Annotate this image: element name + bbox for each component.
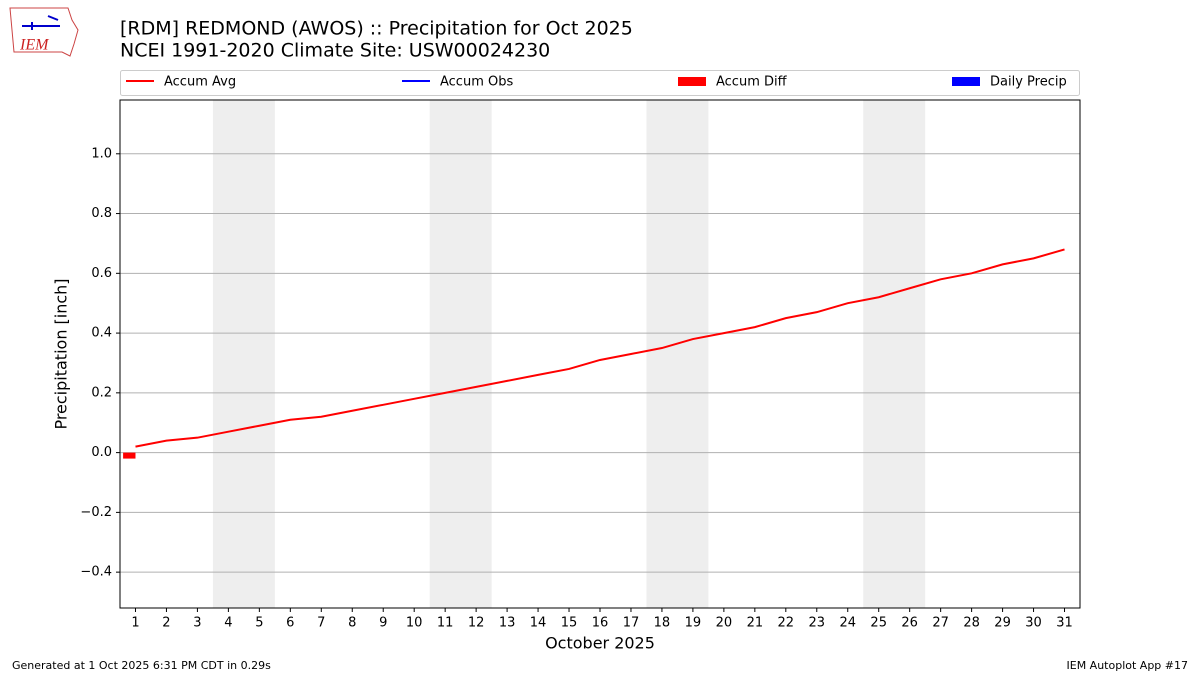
legend-swatch: [678, 77, 706, 86]
x-tick-label: 13: [499, 616, 516, 631]
footer-right: IEM Autoplot App #17: [1067, 659, 1189, 672]
x-axis-label: October 2025: [545, 634, 655, 653]
legend-swatch: [952, 77, 980, 86]
x-tick-label: 18: [654, 616, 671, 631]
x-tick-label: 19: [685, 616, 702, 631]
y-tick-label: −0.4: [80, 565, 112, 580]
y-tick-label: 1.0: [91, 146, 112, 161]
legend-label: Accum Avg: [164, 75, 236, 90]
chart-subtitle: NCEI 1991-2020 Climate Site: USW00024230: [120, 40, 550, 62]
x-tick-label: 4: [224, 616, 232, 631]
y-tick-label: 0.2: [91, 385, 112, 400]
legend: [120, 70, 1080, 96]
logo: IEM: [9, 7, 79, 57]
x-tick-label: 21: [747, 616, 764, 631]
accum-line: [135, 248, 1065, 448]
plot-frame: [119, 99, 1081, 609]
x-tick-label: 11: [437, 616, 454, 631]
x-tick-label: 10: [406, 616, 423, 631]
y-tick-label: 0.6: [91, 266, 112, 281]
x-tick-label: 16: [592, 616, 609, 631]
x-tick-label: 2: [162, 616, 170, 631]
logo-text: IEM: [19, 37, 50, 54]
x-tick-label: 9: [379, 616, 387, 631]
footer-left: Generated at 1 Oct 2025 6:31 PM CDT in 0…: [12, 659, 271, 672]
x-tick-label: 5: [255, 616, 263, 631]
x-tick-label: 20: [716, 616, 733, 631]
y-tick-label: 0.8: [91, 206, 112, 221]
x-tick-label: 30: [1025, 616, 1042, 631]
x-tick-label: 22: [778, 616, 795, 631]
y-tick-label: 0.0: [91, 445, 112, 460]
bar: [123, 452, 136, 459]
y-axis-label: Precipitation [inch]: [52, 278, 71, 429]
legend-label: Accum Diff: [716, 75, 788, 90]
logo-icon: [22, 15, 60, 30]
weekend-band: [646, 100, 709, 608]
x-tick-label: 25: [870, 616, 887, 631]
x-tick-label: 17: [623, 616, 640, 631]
logo-outline: [9, 7, 79, 57]
x-tick-label: 15: [561, 616, 578, 631]
x-tick-label: 3: [193, 616, 201, 631]
legend-label: Daily Precip: [990, 75, 1067, 90]
x-tick-label: 1: [131, 616, 139, 631]
y-tick-label: −0.2: [80, 505, 112, 520]
x-tick-label: 23: [809, 616, 826, 631]
x-tick-label: 7: [317, 616, 325, 631]
x-tick-label: 12: [468, 616, 485, 631]
weekend-band: [863, 100, 926, 608]
weekend-band: [429, 100, 492, 608]
y-tick-label: 0.4: [91, 326, 112, 341]
x-tick-label: 6: [286, 616, 294, 631]
x-tick-label: 31: [1056, 616, 1073, 631]
x-tick-label: 14: [530, 616, 547, 631]
x-tick-label: 29: [994, 616, 1011, 631]
weekend-band: [212, 100, 275, 608]
x-tick-label: 28: [963, 616, 980, 631]
legend-label: Accum Obs: [440, 75, 513, 90]
x-tick-label: 8: [348, 616, 356, 631]
chart-title: [RDM] REDMOND (AWOS) :: Precipitation fo…: [120, 18, 633, 40]
x-tick-label: 24: [839, 616, 856, 631]
x-tick-label: 26: [901, 616, 918, 631]
x-tick-label: 27: [932, 616, 949, 631]
